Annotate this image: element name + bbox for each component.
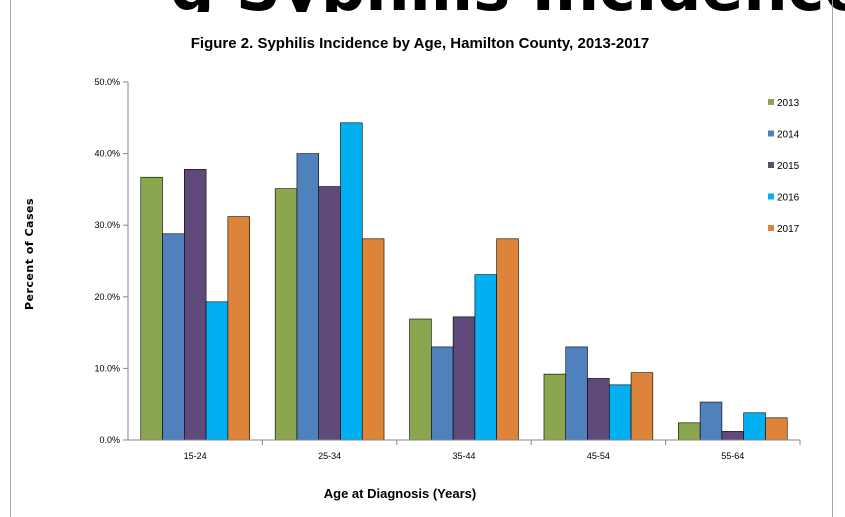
y-axis-title: Percent of Cases — [23, 198, 36, 310]
bar-2014-45-54 — [565, 346, 588, 441]
x-tick-label: 15-24 — [184, 451, 207, 461]
legend-label-2016: 2016 — [777, 193, 800, 204]
bar-2017-45-54 — [630, 372, 654, 441]
bar-2016-25-34 — [340, 122, 363, 441]
legend-swatch-2016 — [768, 193, 774, 200]
bar-2016-55-64 — [743, 412, 766, 441]
bar-2015-35-44 — [452, 316, 476, 441]
x-tick-label: 45-54 — [587, 451, 610, 461]
page-heading-fragment: g Syphilis Incidence — [170, 0, 845, 12]
bar-2014-15-24 — [162, 233, 185, 441]
y-axis-ticks: 0.0% 10.0% 20.0% 30.0% 40.0% 50.0% — [94, 77, 128, 445]
x-tick-label: 25-34 — [318, 451, 341, 461]
legend-swatch-2014 — [768, 130, 774, 137]
legend-label-2015: 2015 — [777, 161, 800, 172]
bar-2016-35-44 — [474, 274, 497, 441]
bar-2013-25-34 — [274, 188, 298, 441]
bar-2017-25-34 — [361, 238, 385, 441]
chart-title: Figure 2. Syphilis Incidence by Age, Ham… — [191, 35, 649, 52]
legend-label-2014: 2014 — [777, 130, 800, 141]
bar-2016-45-54 — [608, 384, 632, 441]
legend: 2013 2014 2015 2016 2017 — [768, 98, 800, 235]
partial-page-heading: g Syphilis Incidence — [0, 0, 845, 12]
y-tick-label: 30.0% — [94, 220, 120, 230]
bar-2013-35-44 — [409, 318, 432, 441]
legend-label-2017: 2017 — [777, 224, 800, 235]
x-tick-label: 35-44 — [452, 451, 475, 461]
bar-2015-45-54 — [587, 378, 610, 441]
chart-frame — [10, 0, 833, 517]
bar-2013-55-64 — [678, 422, 701, 441]
legend-swatch-2017 — [768, 225, 774, 231]
x-axis-ticks: 15-24 25-34 35-44 45-54 55-64 — [184, 440, 801, 461]
y-tick-label: 0.0% — [99, 435, 120, 445]
y-tick-label: 50.0% — [94, 77, 120, 87]
bar-2014-25-34 — [296, 153, 320, 441]
bar-2014-35-44 — [431, 346, 454, 441]
bar-2015-25-34 — [318, 186, 341, 441]
bar-2017-15-24 — [227, 216, 250, 441]
bar-2017-35-44 — [496, 238, 519, 441]
y-tick-label: 40.0% — [94, 149, 120, 159]
legend-label-2013: 2013 — [777, 98, 800, 109]
y-tick-label: 10.0% — [94, 363, 120, 373]
legend-swatch-2015 — [768, 162, 774, 168]
bars — [140, 122, 788, 441]
x-axis-title: Age at Diagnosis (Years) — [324, 486, 476, 501]
bar-2014-55-64 — [699, 401, 723, 441]
bar-2013-45-54 — [543, 373, 567, 441]
y-tick-label: 20.0% — [94, 292, 120, 302]
bar-2016-15-24 — [205, 301, 229, 441]
bar-2013-15-24 — [140, 176, 163, 441]
bar-2015-55-64 — [721, 431, 744, 441]
bar-2015-15-24 — [184, 169, 207, 441]
legend-swatch-2013 — [768, 99, 774, 105]
x-tick-label: 55-64 — [721, 451, 744, 461]
bar-2017-55-64 — [765, 417, 788, 441]
